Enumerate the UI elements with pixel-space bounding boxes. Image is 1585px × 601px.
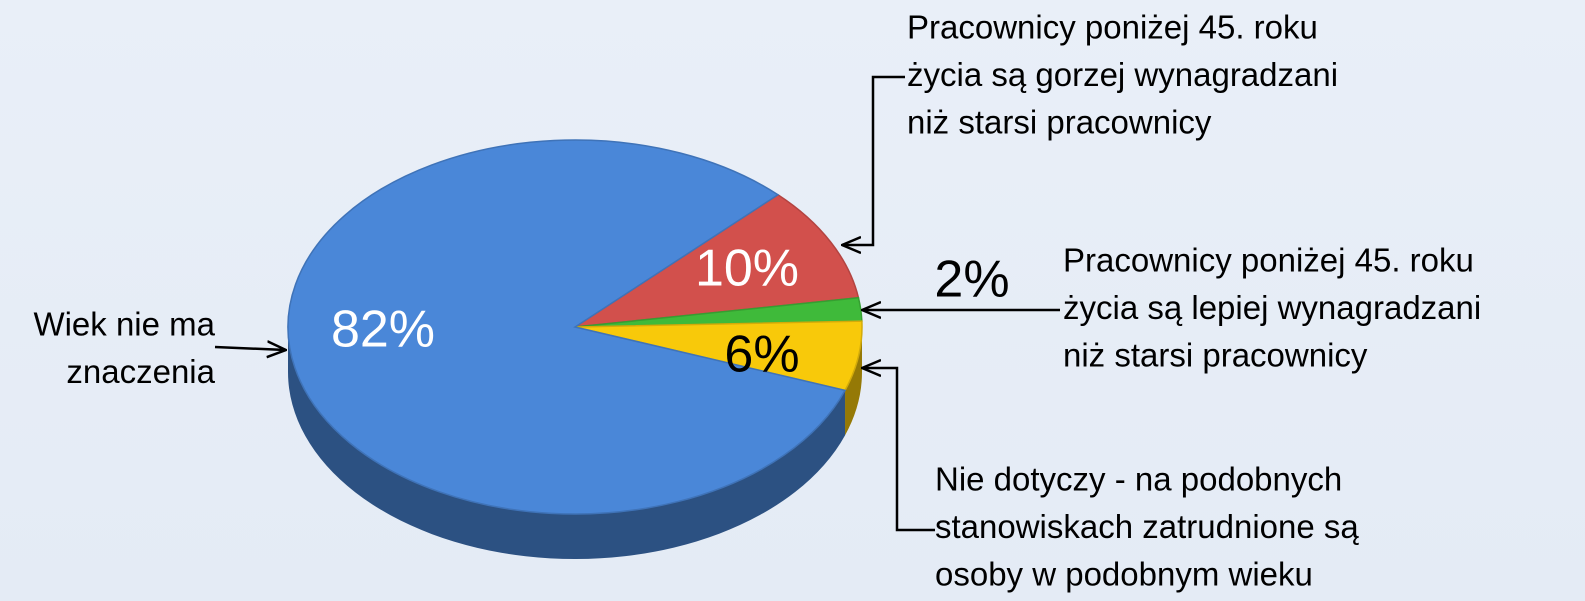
data-label: 82% [331,301,435,359]
data-label: 6% [724,326,799,384]
category-label: życia są lepiej wynagradzani [1063,289,1481,326]
data-label: 10% [695,240,799,298]
slice-side [845,327,862,436]
category-label: stanowiskach zatrudnione są [935,508,1359,545]
category-label: Pracownicy poniżej 45. roku [1063,242,1474,279]
pie [287,139,863,559]
leader-line [862,368,935,532]
category-label: Nie dotyczy - na podobnych [935,461,1342,498]
slice [574,193,860,328]
category-label: życia są gorzej wynagradzani [907,56,1338,93]
category-label: Pracownicy poniżej 45. roku [907,9,1318,46]
category-label: niż starsi pracownicy [907,104,1212,141]
data-label: 2% [934,251,1009,309]
slice [287,139,847,515]
slice-side [288,327,846,559]
category-label: Wiek nie ma [33,306,215,343]
leader-line [842,75,905,245]
category-label: niż starsi pracownicy [1063,337,1368,374]
category-label: znaczenia [66,353,215,390]
leader-line [214,347,286,350]
category-label: osoby w podobnym wieku [935,556,1313,593]
